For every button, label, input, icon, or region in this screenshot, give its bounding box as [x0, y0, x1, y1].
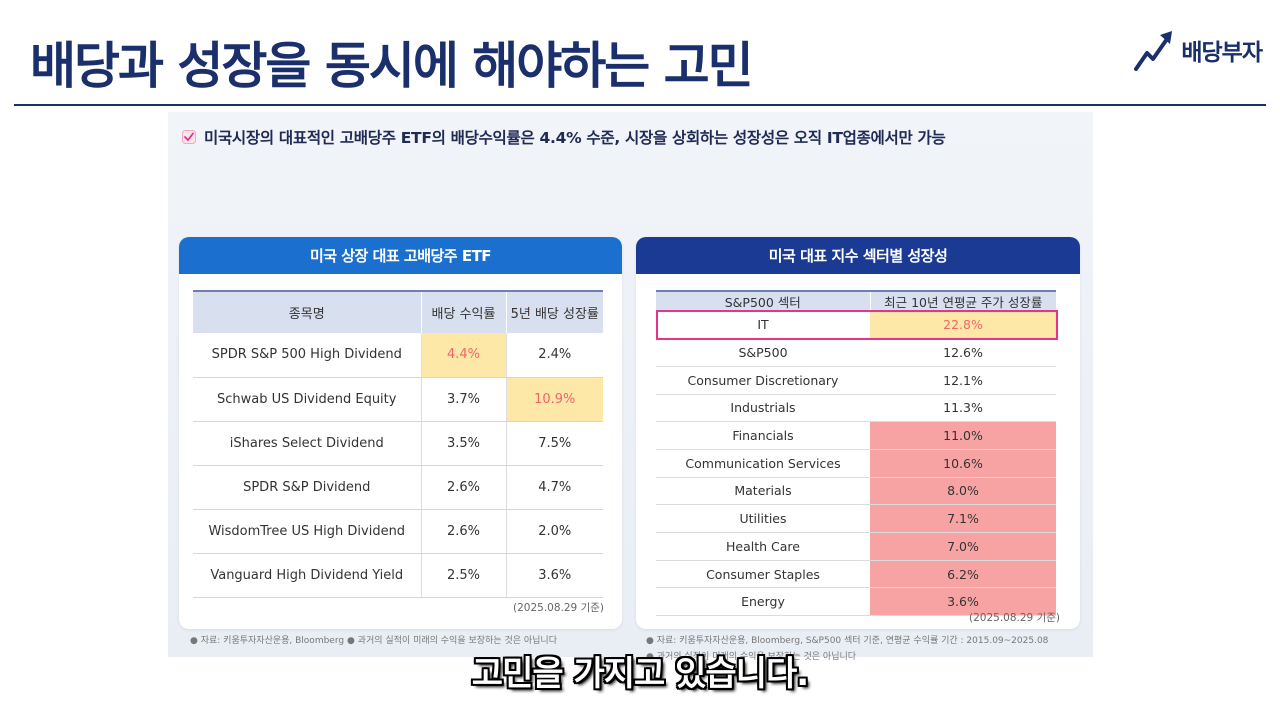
etf-name: WisdomTree US High Dividend: [193, 509, 422, 554]
dividend-growth: 4.7%: [505, 465, 603, 510]
table-row: Health Care 7.0%: [656, 532, 1056, 561]
rising-arrow-icon: [1134, 31, 1173, 71]
sector-growth: 7.1%: [870, 504, 1056, 533]
table-row: Utilities 7.1%: [656, 504, 1056, 533]
sector-growth: 12.1%: [870, 366, 1056, 395]
source-footnote-right: ● 자료: 키움투자자산운용, Bloomberg, S&P500 섹터 기준,…: [646, 633, 1048, 662]
footnote-line: ● 과거의 실적이 미래의 수익을 보장하는 것은 아닙니다: [646, 652, 857, 662]
date-note: (2025.08.29 기준): [969, 612, 1060, 624]
dividend-yield: 2.5%: [420, 553, 507, 598]
table-row: Consumer Discretionary 12.1%: [656, 366, 1056, 395]
etf-name: Schwab US Dividend Equity: [193, 377, 422, 422]
date-note: (2025.08.29 기준): [513, 602, 604, 614]
headline-text: 미국시장의 대표적인 고배당주 ETF의 배당수익률은 4.4% 수준, 시장을…: [204, 129, 946, 147]
table-row: SPDR S&P 500 High Dividend 4.4% 2.4%: [193, 333, 603, 378]
table-row: Consumer Staples 6.2%: [656, 560, 1056, 589]
table-row: Communication Services 10.6%: [656, 449, 1056, 478]
sector-name: IT: [656, 311, 870, 340]
dividend-yield: 3.7%: [420, 377, 507, 422]
sector-name: Health Care: [656, 532, 870, 561]
sector-name: S&P500: [656, 338, 870, 367]
column-header: 배당 수익률: [420, 290, 507, 333]
column-header: S&P500 섹터: [656, 290, 870, 311]
sector-panel: 미국 대표 지수 섹터별 성장성 S&P500 섹터 최근 10년 연평균 주가…: [636, 237, 1080, 629]
dividend-yield: 4.4%: [420, 333, 507, 378]
table-row: WisdomTree US High Dividend 2.6% 2.0%: [193, 509, 603, 554]
etf-panel-title: 미국 상장 대표 고배당주 ETF: [179, 237, 622, 274]
sector-name: Communication Services: [656, 449, 870, 478]
column-header: 5년 배당 성장률: [505, 290, 603, 333]
sector-growth: 11.3%: [870, 394, 1056, 423]
table-row: Industrials 11.3%: [656, 394, 1056, 423]
sector-growth: 11.0%: [870, 421, 1056, 450]
dividend-yield: 2.6%: [420, 509, 507, 554]
headline: 미국시장의 대표적인 고배당주 ETF의 배당수익률은 4.4% 수준, 시장을…: [182, 126, 946, 148]
etf-name: iShares Select Dividend: [193, 421, 422, 466]
table-row: Energy 3.6%: [656, 587, 1056, 617]
slide-content: 미국시장의 대표적인 고배당주 ETF의 배당수익률은 4.4% 수준, 시장을…: [168, 112, 1093, 662]
table-row: Materials 8.0%: [656, 477, 1056, 506]
table-row: iShares Select Dividend 3.5% 7.5%: [193, 421, 603, 466]
sector-name: Consumer Staples: [656, 560, 870, 589]
etf-panel: 미국 상장 대표 고배당주 ETF 종목명 배당 수익률 5년 배당 성장률 S…: [179, 237, 622, 629]
table-row: Schwab US Dividend Equity 3.7% 10.9%: [193, 377, 603, 422]
page-title: 배당과 성장을 동시에 해야하는 고민: [30, 37, 754, 95]
sector-growth: 7.0%: [870, 532, 1056, 561]
brand-name: 배당부자: [1181, 40, 1263, 66]
sector-growth: 8.0%: [870, 477, 1056, 506]
etf-table-header: 종목명 배당 수익률 5년 배당 성장률: [193, 290, 603, 333]
title-divider: [14, 104, 1266, 106]
sector-growth: 3.6%: [870, 587, 1056, 617]
dividend-growth: 10.9%: [505, 377, 603, 422]
sector-name: Financials: [656, 421, 870, 450]
table-row: Vanguard High Dividend Yield 2.5% 3.6%: [193, 553, 603, 598]
dividend-growth: 2.4%: [505, 333, 603, 378]
etf-table: 종목명 배당 수익률 5년 배당 성장률 SPDR S&P 500 High D…: [193, 290, 603, 598]
check-icon: [182, 130, 196, 144]
sector-growth: 12.6%: [870, 338, 1056, 367]
column-header: 종목명: [193, 290, 422, 333]
video-subtitle: 고민을 가지고 있습니다.: [471, 654, 809, 694]
etf-name: SPDR S&P 500 High Dividend: [193, 333, 422, 378]
sector-table: S&P500 섹터 최근 10년 연평균 주가 성장률 IT 22.8% S&P…: [656, 290, 1056, 617]
column-header: 최근 10년 연평균 주가 성장률: [869, 290, 1056, 311]
sector-growth: 6.2%: [870, 560, 1056, 589]
sector-name: Consumer Discretionary: [656, 366, 870, 395]
dividend-yield: 3.5%: [420, 421, 507, 466]
sector-name: Industrials: [656, 394, 870, 423]
brand-logo: 배당부자: [1133, 26, 1263, 74]
dividend-yield: 2.6%: [420, 465, 507, 510]
dividend-growth: 2.0%: [505, 509, 603, 554]
table-row: Financials 11.0%: [656, 421, 1056, 450]
table-row: S&P500 12.6%: [656, 338, 1056, 367]
dividend-growth: 3.6%: [505, 553, 603, 598]
sector-growth: 22.8%: [870, 311, 1056, 340]
sector-table-header: S&P500 섹터 최근 10년 연평균 주가 성장률: [656, 290, 1056, 311]
sector-growth: 10.6%: [870, 449, 1056, 478]
sector-name: Materials: [656, 477, 870, 506]
sector-panel-title: 미국 대표 지수 섹터별 성장성: [636, 237, 1080, 274]
sector-name: Utilities: [656, 504, 870, 533]
table-row: IT 22.8%: [656, 311, 1056, 340]
footnote-line: ● 자료: 키움투자자산운용, Bloomberg, S&P500 섹터 기준,…: [646, 636, 1049, 646]
etf-name: SPDR S&P Dividend: [193, 465, 422, 510]
etf-name: Vanguard High Dividend Yield: [193, 553, 422, 598]
sector-name: Energy: [656, 587, 870, 617]
dividend-growth: 7.5%: [505, 421, 603, 466]
table-row: SPDR S&P Dividend 2.6% 4.7%: [193, 465, 603, 510]
source-footnote-left: ● 자료: 키움투자자산운용, Bloomberg ● 과거의 실적이 미래의 …: [190, 636, 557, 646]
